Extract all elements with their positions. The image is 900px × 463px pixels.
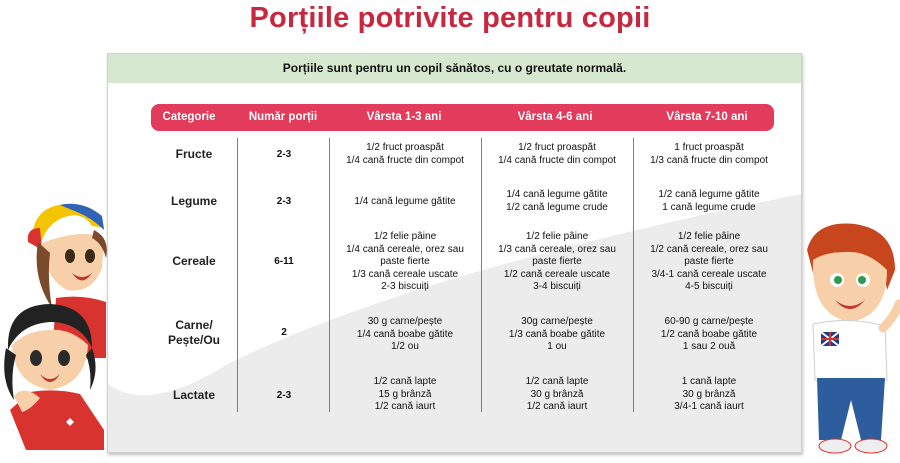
row-age-1-3: 1/2 cană lapte 15 g brânză 1/2 cană iaur… xyxy=(373,376,437,412)
row-age-1-3: 1/2 fruct proaspăt 1/4 cană fructe din c… xyxy=(346,142,464,166)
row-age-1-3: 30 g carne/pește 1/4 cană boabe gătite 1… xyxy=(356,316,454,352)
header-age-1-3: Vârsta 1-3 ani xyxy=(366,111,442,123)
row-portions: 2-3 xyxy=(276,390,292,401)
header-age-7-10: Vârsta 7-10 ani xyxy=(666,111,748,123)
row-age-4-6: 1/2 fruct proaspăt 1/4 cană fructe din c… xyxy=(498,142,616,166)
decorative-curve xyxy=(108,194,801,452)
row-age-4-6: 30g carne/pește 1/3 cană boabe gătite 1 … xyxy=(508,316,606,352)
page-title: Porțiile potrivite pentru copii xyxy=(249,2,651,34)
row-age-4-6: 1/2 felie pâine 1/3 cană cereale, orez s… xyxy=(498,231,616,292)
table-header: Categorie Număr porții Vârsta 1-3 ani Vâ… xyxy=(151,104,774,131)
column-divider xyxy=(329,138,330,412)
row-portions: 2-3 xyxy=(276,196,292,207)
row-portions: 2 xyxy=(281,327,287,338)
row-age-7-10: 1 fruct proaspăt 1/3 cană fructe din com… xyxy=(650,142,768,166)
row-age-1-3: 1/2 felie pâine 1/4 cană cereale, orez s… xyxy=(346,231,464,292)
row-portions: 2-3 xyxy=(276,149,292,160)
header-age-4-6: Vârsta 4-6 ani xyxy=(517,111,593,123)
row-age-4-6: 1/2 cană lapte 30 g brânză 1/2 cană iaur… xyxy=(525,376,589,412)
row-portions: 6-11 xyxy=(274,256,294,267)
column-divider xyxy=(481,138,482,412)
row-age-7-10: 1 cană lapte 30 g brânză 3/4-1 cană iaur… xyxy=(674,376,744,412)
header-portions: Număr porții xyxy=(248,111,318,123)
row-age-7-10: 1/2 felie pâine 1/2 cană cereale, orez s… xyxy=(650,231,768,292)
subtitle-banner: Porțiile sunt pentru un copil sănătos, c… xyxy=(108,54,801,83)
row-age-7-10: 60-90 g carne/pește 1/2 cană boabe gătit… xyxy=(660,316,758,352)
portions-board: Porțiile sunt pentru un copil sănătos, c… xyxy=(107,53,802,453)
boy-illustration xyxy=(807,223,900,454)
girl-with-braids-illustration xyxy=(4,304,104,450)
row-age-7-10: 1/2 cană legume gătite 1 cană legume cru… xyxy=(658,189,760,213)
header-category: Categorie xyxy=(162,111,216,123)
row-category: Carne/ Pește/Ou xyxy=(167,318,221,347)
row-age-1-3: 1/4 cană legume gătite xyxy=(354,196,456,207)
row-category: Cereale xyxy=(172,254,216,268)
column-divider xyxy=(633,138,634,412)
row-category: Lactate xyxy=(172,388,216,402)
row-age-4-6: 1/4 cană legume gătite 1/2 cană legume c… xyxy=(506,189,608,213)
row-category: Fructe xyxy=(175,147,213,161)
row-category: Legume xyxy=(170,194,217,208)
column-divider xyxy=(237,138,238,412)
